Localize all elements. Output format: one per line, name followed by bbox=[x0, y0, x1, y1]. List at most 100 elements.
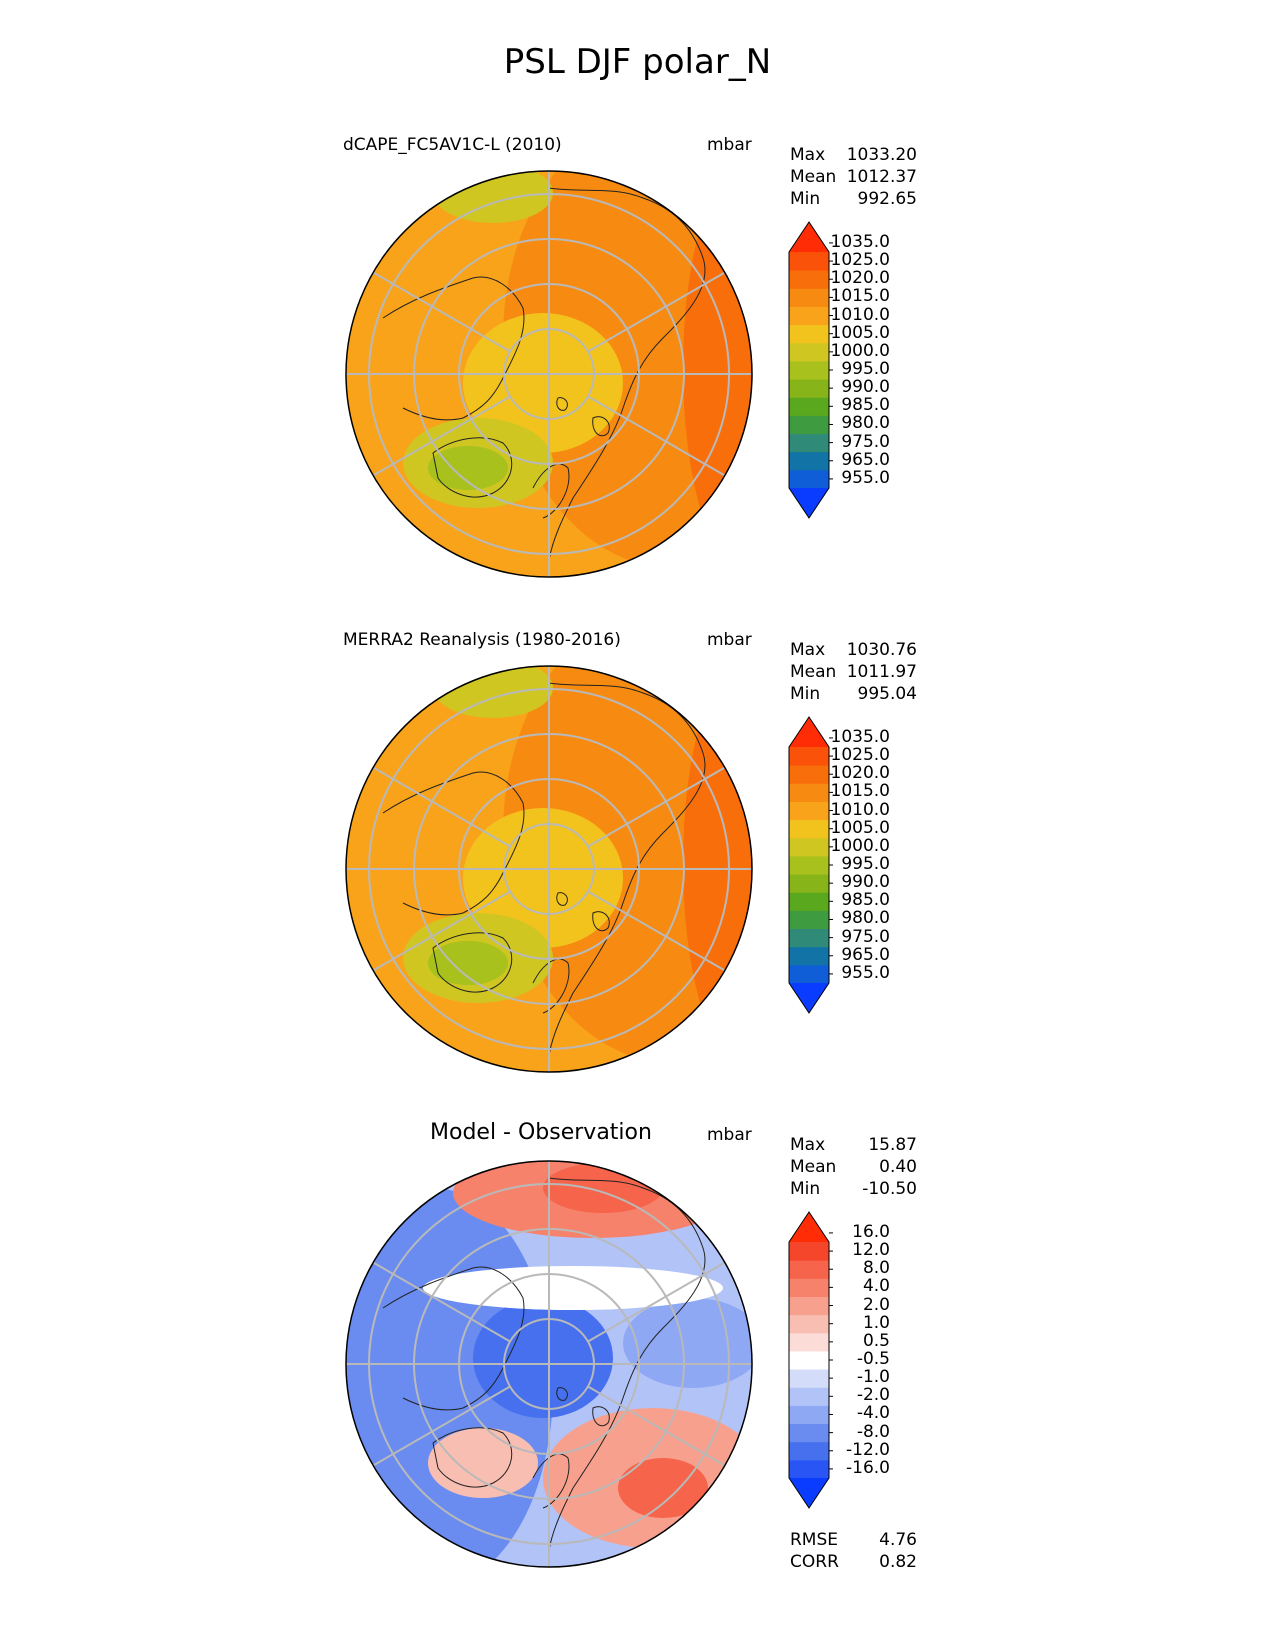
colorbar-bin bbox=[789, 469, 829, 489]
colorbar-bin bbox=[789, 324, 829, 344]
field-neg bbox=[623, 1298, 752, 1388]
colorbar-tick-label: 8.0 bbox=[862, 1258, 890, 1279]
panel-2-stat-min-value: 995.04 bbox=[857, 684, 917, 704]
colorbar-tick-label: -16.0 bbox=[846, 1457, 890, 1478]
map-boundary bbox=[345, 170, 753, 578]
field-pos bbox=[543, 1163, 663, 1213]
colorbar-bin bbox=[789, 910, 829, 930]
colorbar-tick-label: 985.0 bbox=[841, 890, 890, 911]
coastline bbox=[548, 187, 706, 561]
panel-1-polar-map bbox=[345, 170, 753, 578]
colorbar-tick-label: 4.0 bbox=[862, 1276, 890, 1297]
coastline bbox=[382, 1266, 525, 1411]
colorbar-tick-label: 1010.0 bbox=[830, 799, 890, 820]
colorbar-bin bbox=[789, 306, 829, 326]
colorbar-bin bbox=[789, 1332, 829, 1352]
field-low bbox=[428, 941, 508, 985]
colorbar-bin bbox=[789, 270, 829, 289]
colorbar-bin bbox=[789, 1242, 829, 1261]
colorbar-bin bbox=[789, 342, 829, 362]
panel-3-rmse-label: RMSE bbox=[790, 1530, 839, 1550]
colorbar-tick-label: 965.0 bbox=[841, 449, 890, 470]
colorbar-extend-max bbox=[789, 1212, 829, 1242]
colorbar-tick-label: 1035.0 bbox=[830, 231, 890, 252]
colorbar-bin bbox=[789, 379, 829, 398]
colorbar-bin bbox=[789, 415, 829, 435]
colorbar-outline bbox=[788, 1211, 830, 1509]
colorbar-bin bbox=[789, 433, 829, 453]
panel-2-stat-max-value: 1030.76 bbox=[846, 640, 917, 660]
colorbar-tick-label: 1025.0 bbox=[830, 250, 890, 271]
panel-3-rmse-value: 4.76 bbox=[879, 1530, 917, 1550]
colorbar-bin bbox=[789, 1441, 829, 1461]
colorbar-tick-label: 985.0 bbox=[841, 395, 890, 416]
colorbar-bin bbox=[789, 1459, 829, 1479]
coastline bbox=[432, 932, 513, 993]
colorbar-extend-min bbox=[789, 1478, 829, 1508]
map-boundary bbox=[345, 665, 753, 1073]
colorbar-outline bbox=[788, 221, 830, 519]
panel-2-title: MERRA2 Reanalysis (1980-2016) bbox=[343, 630, 621, 650]
coastline bbox=[548, 682, 706, 1056]
graticule-meridian bbox=[587, 271, 726, 353]
colorbar-tick-label: 1020.0 bbox=[830, 763, 890, 784]
colorbar-tick-label: 980.0 bbox=[841, 413, 890, 434]
colorbar-tick-label: 980.0 bbox=[841, 908, 890, 929]
colorbar-bin bbox=[789, 747, 829, 766]
colorbar-tick-label: 0.5 bbox=[862, 1330, 890, 1351]
colorbar-bin bbox=[789, 1350, 829, 1370]
coastline bbox=[592, 416, 610, 437]
graticule-meridian bbox=[372, 1261, 511, 1343]
panel-3-title: Model - Observation bbox=[430, 1120, 652, 1145]
figure-title: PSL DJF polar_N bbox=[503, 42, 772, 82]
colorbar-tick-label: -12.0 bbox=[846, 1439, 890, 1460]
graticule-meridian bbox=[587, 395, 726, 477]
panel-2-stat-mean-value: 1011.97 bbox=[846, 662, 917, 682]
colorbar-tick-label: 1.0 bbox=[862, 1312, 890, 1333]
field-pos bbox=[428, 1428, 538, 1498]
colorbar-bin bbox=[789, 892, 829, 911]
colorbar-tick-label: 990.0 bbox=[841, 872, 890, 893]
field-high bbox=[503, 666, 752, 1063]
panel-1-stat-max-label: Max bbox=[790, 145, 826, 165]
panel-1-colorbar bbox=[788, 221, 833, 519]
colorbar-tick-label: 16.0 bbox=[852, 1221, 890, 1242]
colorbar-tick-label: 995.0 bbox=[841, 359, 890, 379]
panel-3-polar-map bbox=[345, 1160, 753, 1568]
colorbar-tick-label: 975.0 bbox=[841, 431, 890, 452]
coastline bbox=[556, 397, 568, 411]
colorbar-bin bbox=[789, 874, 829, 893]
panel-3-stat-mean-value: 0.40 bbox=[879, 1157, 917, 1177]
panel-1-units: mbar bbox=[707, 135, 752, 155]
field-high bbox=[503, 171, 752, 568]
colorbar-bin bbox=[789, 451, 829, 471]
panel-3-units: mbar bbox=[707, 1125, 752, 1145]
coastline bbox=[592, 1406, 610, 1427]
panel-3-corr-label: CORR bbox=[790, 1552, 839, 1572]
field-pos bbox=[618, 1458, 708, 1518]
colorbar-outline bbox=[788, 716, 830, 1014]
field-neutral bbox=[423, 1266, 723, 1310]
coastline bbox=[556, 892, 568, 906]
colorbar-bin bbox=[789, 946, 829, 966]
coastline bbox=[556, 1387, 568, 1401]
graticule-meridian bbox=[372, 395, 511, 477]
colorbar-bin bbox=[789, 1423, 829, 1443]
graticule-meridian bbox=[587, 1385, 726, 1467]
coastline bbox=[548, 1177, 706, 1551]
colorbar-extend-max bbox=[789, 222, 829, 252]
colorbar-bin bbox=[789, 1278, 829, 1297]
colorbar-tick-label: 1020.0 bbox=[830, 268, 890, 289]
panel-3-stat-max-value: 15.87 bbox=[868, 1135, 917, 1155]
panel-3-corr-value: 0.82 bbox=[879, 1552, 917, 1572]
colorbar-tick-label: -8.0 bbox=[856, 1421, 890, 1442]
colorbar-tick-label: 1010.0 bbox=[830, 304, 890, 325]
coastline bbox=[592, 911, 610, 932]
colorbar-bin bbox=[789, 801, 829, 821]
panel-2-polar-map bbox=[345, 665, 753, 1073]
colorbar-tick-label: 1015.0 bbox=[830, 286, 890, 307]
panel-1-stat-mean-label: Mean bbox=[790, 167, 837, 187]
colorbar-bin bbox=[789, 964, 829, 984]
panel-1-stat-mean-value: 1012.37 bbox=[846, 167, 917, 187]
colorbar-bin bbox=[789, 288, 829, 307]
